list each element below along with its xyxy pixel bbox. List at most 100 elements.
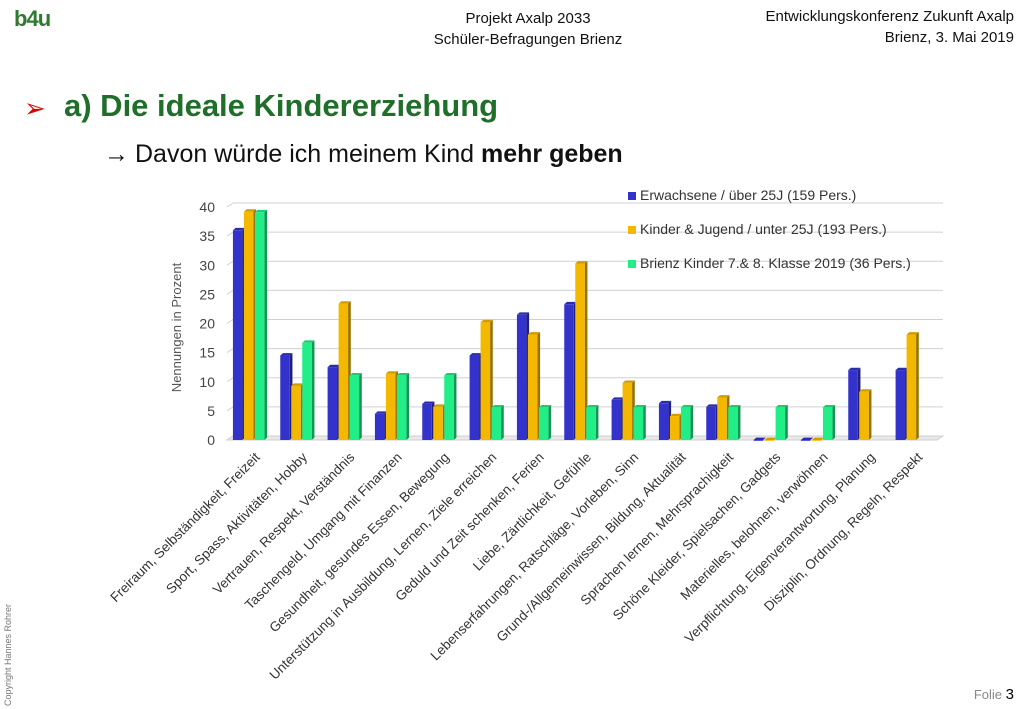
- project-subtitle: Schüler-Befragungen Brienz: [433, 31, 623, 48]
- bar-side: [916, 332, 919, 440]
- bar: [232, 230, 243, 440]
- bar-top: [338, 301, 351, 304]
- subtitle-text: Davon würde ich meinem Kind: [135, 140, 481, 168]
- logo-text: b4: [14, 6, 39, 31]
- bar-top: [291, 383, 304, 386]
- bar-side: [453, 372, 457, 440]
- slide-title: a) Die ideale Kindererziehung: [64, 88, 499, 123]
- gridline-depth: [226, 231, 234, 237]
- legend-swatch: [628, 192, 636, 200]
- bar: [575, 263, 585, 440]
- bar-top: [906, 332, 919, 335]
- legend-entry: Brienz Kinder 7.& 8. Klasse 2019 (36 Per…: [640, 255, 911, 271]
- bar-top: [764, 437, 777, 440]
- bar: [859, 391, 869, 440]
- bar-top: [728, 404, 741, 408]
- bar-side: [643, 404, 646, 440]
- y-tick-label: 5: [207, 403, 215, 419]
- bar: [728, 407, 738, 440]
- y-tick-label: 10: [199, 374, 215, 390]
- bar: [622, 382, 633, 440]
- b4u-logo: b4u: [14, 6, 51, 32]
- slide-number: Folie 3: [974, 686, 1014, 703]
- bar: [811, 440, 822, 441]
- slide-number-label: Folie: [973, 687, 1003, 702]
- bar-side: [264, 209, 268, 440]
- bar-side: [737, 404, 741, 440]
- bar-top: [859, 389, 872, 392]
- gridline-depth: [226, 377, 234, 383]
- bar: [469, 355, 480, 440]
- bar-top: [243, 209, 257, 212]
- bar-top: [349, 372, 362, 376]
- bar-top: [527, 332, 541, 335]
- bar-top: [327, 364, 340, 368]
- legend-entry: Kinder & Jugend / unter 25J (193 Pers.): [640, 221, 887, 237]
- bar: [633, 407, 644, 440]
- bar: [611, 399, 622, 440]
- y-tick-label: 25: [199, 286, 215, 302]
- slide-number-value: 3: [1005, 686, 1014, 703]
- bar-top: [396, 372, 410, 376]
- bar: [564, 304, 574, 440]
- bar: [480, 322, 491, 440]
- y-tick-label: 15: [199, 345, 215, 361]
- bar-top: [564, 301, 577, 305]
- x-tick-label: Gesundheit, gesundes Essen, Bewegung: [266, 450, 452, 636]
- y-tick-label: 30: [199, 257, 215, 273]
- x-tick-label: Unterstützung in Ausbildung, Lernen, Zie…: [266, 450, 499, 683]
- bar-side: [359, 372, 362, 440]
- bar-top: [302, 340, 315, 343]
- bar: [396, 375, 407, 440]
- legend-swatch: [628, 260, 636, 268]
- bar: [433, 406, 443, 440]
- bar-side: [595, 404, 599, 440]
- bar-top: [658, 400, 672, 404]
- bar: [280, 355, 290, 440]
- bar: [327, 367, 338, 440]
- bar-top: [586, 404, 599, 408]
- bar-top: [232, 227, 246, 231]
- gridline-depth: [226, 348, 234, 354]
- arrow-bullet-icon: ➢: [24, 93, 46, 123]
- legend-entry: Erwachsene / über 25J (159 Pers.): [640, 187, 856, 203]
- y-axis-label: Nennungen in Prozent: [169, 262, 184, 392]
- bar-side: [785, 404, 788, 440]
- bar: [516, 314, 527, 440]
- copyright-note: Copyright Hannes Rohrer: [3, 603, 13, 706]
- bar-top: [280, 353, 293, 356]
- bar: [822, 407, 833, 440]
- bar-side: [501, 404, 504, 440]
- gridline-depth: [226, 202, 234, 208]
- bar-top: [800, 437, 814, 440]
- bar-top: [669, 413, 683, 417]
- bar-top: [516, 312, 530, 315]
- bar: [753, 440, 764, 441]
- project-title: Projekt Axalp 2033: [465, 10, 591, 27]
- gridline-depth: [226, 406, 234, 412]
- bar: [374, 413, 385, 440]
- slide-subtitle: → Davon würde ich meinem Kind mehr geben: [104, 140, 623, 169]
- bar-top: [491, 404, 504, 408]
- conference-title: Entwicklungskonferenz Zukunft Axalp: [765, 8, 1014, 25]
- y-tick-label: 20: [199, 316, 215, 332]
- bar: [527, 334, 538, 440]
- bar: [895, 370, 906, 440]
- bar: [349, 375, 360, 440]
- bar-top: [480, 319, 493, 323]
- bar-top: [633, 404, 646, 408]
- x-tick-label: Schöne Kleider, Spielsachen, Gadgets: [610, 449, 784, 623]
- bar: [775, 407, 786, 440]
- bar-top: [469, 353, 482, 356]
- bar-side: [311, 340, 315, 440]
- y-tick-label: 35: [199, 228, 215, 244]
- bar: [586, 407, 596, 440]
- bar: [658, 403, 669, 440]
- bar-side: [832, 404, 836, 440]
- bar-top: [254, 209, 268, 213]
- bar: [717, 397, 727, 440]
- bar: [291, 385, 301, 440]
- legend-swatch: [628, 226, 636, 234]
- bar-top: [444, 372, 457, 376]
